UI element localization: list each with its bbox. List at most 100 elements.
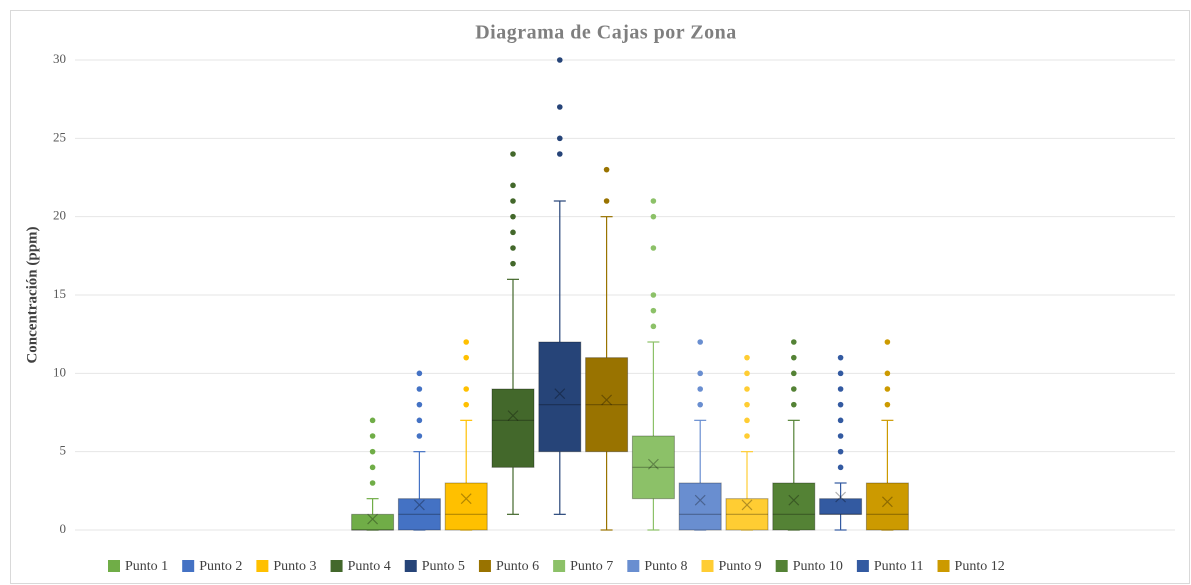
outlier xyxy=(603,166,610,173)
outlier xyxy=(557,135,563,142)
legend-label: Punto 8 xyxy=(644,559,687,574)
legend-swatch xyxy=(256,560,269,572)
outlier xyxy=(744,386,750,392)
outlier xyxy=(744,433,750,439)
box xyxy=(678,482,722,531)
outlier xyxy=(369,464,376,471)
outlier xyxy=(463,354,470,361)
legend-label: Punto 11 xyxy=(874,559,924,574)
outlier xyxy=(697,386,703,392)
box xyxy=(819,498,863,515)
outlier xyxy=(416,370,423,377)
outlier xyxy=(416,417,423,424)
outlier xyxy=(837,370,844,377)
legend-swatch xyxy=(182,560,195,572)
box xyxy=(491,388,535,468)
legend-label: Punto 12 xyxy=(955,559,1005,574)
legend-label: Punto 2 xyxy=(199,559,242,574)
outlier xyxy=(791,386,797,392)
y-tick-label: 25 xyxy=(53,129,66,144)
outlier xyxy=(791,339,797,345)
outlier xyxy=(510,229,516,236)
outlier xyxy=(791,370,797,377)
legend-swatch xyxy=(478,560,491,572)
outlier xyxy=(791,401,797,408)
outlier xyxy=(510,260,516,267)
outlier xyxy=(744,401,750,408)
y-tick-label: 5 xyxy=(60,443,67,458)
outlier xyxy=(510,213,516,220)
box xyxy=(865,482,909,531)
outlier xyxy=(369,417,376,424)
legend-label: Punto 10 xyxy=(793,559,843,574)
legend-swatch xyxy=(937,560,950,572)
y-tick-label: 15 xyxy=(53,286,66,301)
legend-label: Punto 5 xyxy=(422,559,465,574)
box xyxy=(538,341,582,453)
outlier xyxy=(884,386,891,392)
outlier xyxy=(369,433,376,439)
outlier xyxy=(744,370,750,377)
outlier xyxy=(837,448,844,455)
box xyxy=(631,435,675,500)
outlier xyxy=(884,339,891,345)
outlier xyxy=(744,354,750,361)
outlier xyxy=(369,448,376,455)
outlier xyxy=(463,401,470,408)
outlier xyxy=(744,417,750,424)
legend-swatch xyxy=(856,560,869,572)
outlier xyxy=(650,198,657,204)
y-tick-label: 0 xyxy=(60,521,67,536)
y-tick-label: 20 xyxy=(53,208,66,223)
outlier xyxy=(416,386,423,392)
mean-marker xyxy=(413,499,425,511)
mean-marker xyxy=(367,513,379,525)
outlier xyxy=(510,198,516,204)
legend-swatch xyxy=(330,560,343,572)
chart-frame xyxy=(10,10,1190,584)
outlier xyxy=(837,417,844,424)
outlier xyxy=(837,433,844,439)
legend-swatch xyxy=(553,560,566,572)
mean-marker xyxy=(460,493,472,505)
outlier xyxy=(837,386,844,392)
outlier xyxy=(697,339,703,345)
box xyxy=(397,498,441,531)
legend-swatch xyxy=(701,560,714,572)
y-tick-label: 30 xyxy=(53,51,66,66)
outlier xyxy=(650,245,657,251)
legend-label: Punto 3 xyxy=(273,559,316,574)
outlier xyxy=(603,198,610,204)
outlier xyxy=(463,386,470,392)
outlier xyxy=(416,401,423,408)
box xyxy=(725,498,769,531)
outlier xyxy=(697,401,703,408)
outlier xyxy=(837,464,844,471)
mean-marker xyxy=(647,458,659,470)
mean-marker xyxy=(694,494,706,506)
outlier xyxy=(650,213,657,220)
chart-title: Diagrama de Cajas por Zona xyxy=(475,22,737,44)
outlier xyxy=(884,401,891,408)
legend-swatch xyxy=(404,560,417,572)
outlier xyxy=(697,370,703,377)
box xyxy=(585,357,629,453)
mean-marker xyxy=(881,496,893,508)
outlier xyxy=(369,480,376,486)
y-axis-label: Concentración (ppm) xyxy=(24,226,40,363)
outlier xyxy=(650,307,657,314)
mean-marker xyxy=(554,388,566,400)
outlier xyxy=(650,323,657,330)
legend-label: Punto 9 xyxy=(719,559,762,574)
outlier xyxy=(557,151,563,157)
outlier xyxy=(510,151,516,157)
legend-label: Punto 7 xyxy=(570,559,613,574)
outlier xyxy=(557,104,563,110)
mean-marker xyxy=(741,499,753,511)
outlier xyxy=(557,57,563,63)
box xyxy=(772,482,816,531)
legend-swatch xyxy=(627,560,640,572)
outlier xyxy=(463,339,470,345)
outlier xyxy=(650,292,657,298)
box xyxy=(444,482,488,531)
